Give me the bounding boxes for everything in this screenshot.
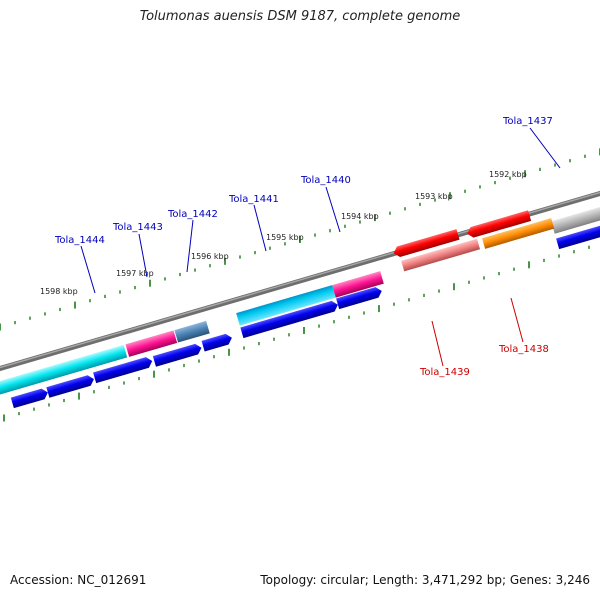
scale-label-1593: 1593 kbp <box>415 192 453 201</box>
scale-label-1595: 1595 kbp <box>266 233 304 242</box>
gene-label-tola1437: Tola_1437 <box>502 116 553 127</box>
feature-tola1437 <box>551 204 600 234</box>
scale-label-1597: 1597 kbp <box>116 269 154 278</box>
cds-arrow-tola1443b <box>152 343 202 367</box>
feature-tola1443 <box>125 330 178 357</box>
gene-label-tola1444: Tola_1444 <box>54 235 105 246</box>
cds-arrow-tola1440 <box>336 287 382 310</box>
reverse-cds-track <box>393 210 555 272</box>
label-leaders <box>80 127 561 367</box>
cds-arrow-tola1444 <box>10 388 48 409</box>
cds-arrow-tola1443 <box>93 357 153 384</box>
cds-arrow-tola1438 <box>467 210 532 238</box>
feature-track <box>0 204 600 397</box>
feature-tola1441 <box>236 285 336 326</box>
map-title: Tolumonas auensis DSM 9187, complete gen… <box>139 9 461 24</box>
feature-tola1442 <box>174 320 210 343</box>
scale-label-1594: 1594 kbp <box>341 212 379 221</box>
gene-label-tola1441: Tola_1441 <box>228 194 279 205</box>
feature-tola1440 <box>332 271 384 298</box>
gene-label-tola1443: Tola_1443 <box>112 222 163 233</box>
feature-tola1438 <box>482 218 555 249</box>
scale-labels: 1598 kbp 1597 kbp 1596 kbp 1595 kbp 1594… <box>40 170 527 296</box>
cds-arrow-tola1439 <box>393 229 460 258</box>
cds-arrow-tola1441 <box>240 300 338 339</box>
accession-text: Accession: NC_012691 <box>10 573 147 587</box>
scale-label-1592: 1592 kbp <box>489 170 527 179</box>
forward-cds-track <box>10 221 600 409</box>
genome-summary-text: Topology: circular; Length: 3,471,292 bp… <box>260 573 590 587</box>
gene-label-tola1440: Tola_1440 <box>300 175 351 186</box>
gene-label-tola1438: Tola_1438 <box>498 344 549 355</box>
cds-arrow-tola1442 <box>201 333 232 352</box>
scale-label-1598: 1598 kbp <box>40 287 78 296</box>
gene-label-tola1439: Tola_1439 <box>419 367 470 378</box>
tick-rulers <box>0 148 600 422</box>
gene-label-tola1442: Tola_1442 <box>167 209 218 220</box>
cds-arrow-tola1444b <box>46 375 94 398</box>
gene-labels: Tola_1444 Tola_1443 Tola_1442 Tola_1441 … <box>54 116 553 378</box>
feature-tola1444 <box>0 344 128 397</box>
cds-arrow-tola1437 <box>556 221 600 250</box>
feature-tola1439 <box>401 238 481 272</box>
scale-label-1596: 1596 kbp <box>191 252 229 261</box>
